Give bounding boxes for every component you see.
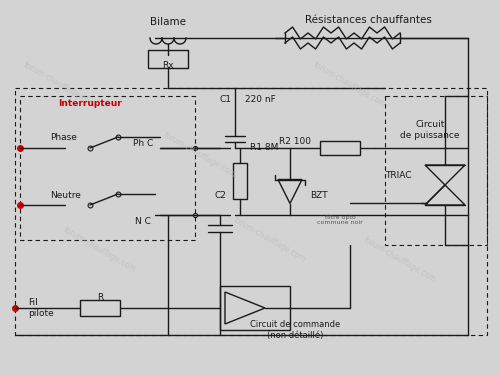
Text: forum-chauffage.com: forum-chauffage.com [62, 226, 138, 274]
Text: filtre opto
commune noir: filtre opto commune noir [317, 215, 363, 225]
Text: forum-chauffage.com: forum-chauffage.com [362, 235, 438, 285]
Text: Circuit de commande
(non détaillé): Circuit de commande (non détaillé) [250, 320, 340, 340]
Text: Ph C: Ph C [133, 138, 153, 147]
Text: N C: N C [135, 217, 151, 226]
Bar [20, 96, 195, 240]
Text: R: R [97, 294, 103, 303]
Text: 220 nF: 220 nF [244, 96, 276, 105]
Text: Rx: Rx [162, 61, 174, 70]
Text: forum-chauffage.com: forum-chauffage.com [232, 215, 308, 265]
Bar [15, 88, 487, 335]
Text: C1: C1 [219, 96, 231, 105]
Text: forum-chauffage.com: forum-chauffage.com [162, 130, 238, 179]
Polygon shape [225, 292, 265, 324]
Bar [220, 286, 290, 330]
Bar [148, 50, 188, 68]
Text: BZT: BZT [310, 191, 328, 200]
Text: Résistances chauffantes: Résistances chauffantes [304, 15, 432, 25]
Text: Interrupteur: Interrupteur [58, 99, 122, 108]
Bar [233, 163, 247, 199]
Bar [80, 300, 120, 316]
Polygon shape [425, 185, 465, 205]
Text: Neutre: Neutre [50, 191, 81, 200]
Polygon shape [278, 179, 302, 203]
Text: R2 100: R2 100 [279, 136, 311, 146]
Bar [385, 96, 487, 245]
Text: Bilame: Bilame [150, 17, 186, 27]
Text: R1 8M: R1 8M [250, 143, 278, 152]
Polygon shape [425, 165, 465, 185]
Text: forum-chauffage.com: forum-chauffage.com [22, 61, 98, 109]
Text: forum-chauffage.com: forum-chauffage.com [312, 61, 388, 109]
Bar [320, 141, 360, 155]
Text: Circuit
de puissance: Circuit de puissance [400, 120, 460, 140]
Text: Fil
pilote: Fil pilote [28, 298, 54, 318]
Text: C2: C2 [214, 191, 226, 200]
Text: Phase: Phase [50, 133, 77, 143]
Text: TRIAC: TRIAC [386, 170, 412, 179]
